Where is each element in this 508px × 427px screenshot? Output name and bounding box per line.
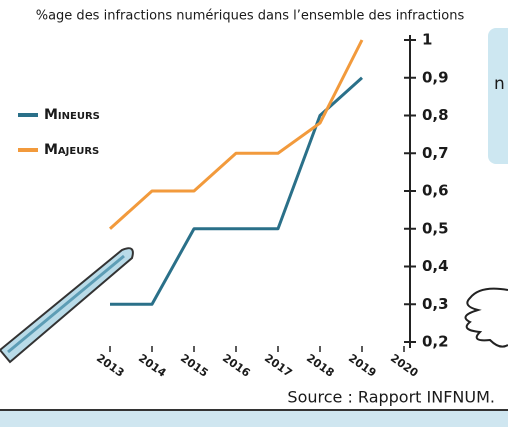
chart-title: %age des infractions numériques dans l’e… (36, 9, 465, 24)
y-tick-label: 0,4 (422, 257, 449, 275)
y-tick-label: 0,5 (422, 219, 449, 237)
y-tick-label: 0,3 (422, 295, 449, 313)
y-tick-label: 0,9 (422, 68, 449, 86)
legend-label: Mineurs (44, 107, 100, 123)
y-tick-label: 1 (422, 31, 432, 49)
y-tick-label: 0,2 (422, 333, 449, 351)
background (0, 0, 508, 427)
legend-label: Majeurs (44, 142, 99, 158)
source: Source : Rapport INFNUM. (287, 388, 495, 407)
y-tick-label: 0,6 (422, 182, 449, 200)
chart: n %age des infractions numériques dans l… (0, 0, 508, 427)
side-note: n (494, 74, 505, 94)
y-tick-label: 0,8 (422, 106, 449, 124)
y-tick-label: 0,7 (422, 144, 449, 162)
side-box (488, 28, 508, 164)
bottom-band (0, 410, 508, 427)
